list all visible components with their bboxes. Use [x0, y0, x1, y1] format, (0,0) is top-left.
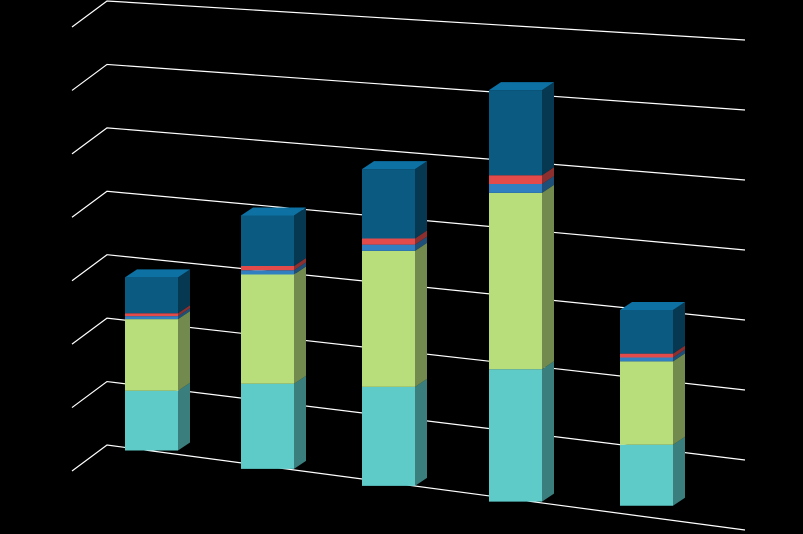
bar-2-segment-1-side — [294, 375, 306, 469]
bar-2-segment-2-side — [294, 266, 306, 384]
bar-3-segment-3-side — [415, 236, 427, 251]
bar-2-segment-1 — [241, 383, 294, 469]
bar-5-segment-5 — [620, 309, 673, 354]
bar-2-top — [241, 207, 306, 216]
bar-3-segment-5 — [362, 169, 415, 239]
bar-2-segment-3 — [241, 270, 294, 275]
bar-1-segment-1-side — [178, 382, 190, 451]
bar-3-top — [362, 161, 427, 170]
bar-5-segment-2-side — [673, 353, 685, 445]
bar-2-segment-5-side — [294, 207, 306, 266]
bar-4-segment-2 — [489, 192, 542, 370]
bar-3-segment-2-side — [415, 242, 427, 387]
bar-5-segment-4-side — [673, 345, 685, 358]
bar-1-segment-1 — [125, 390, 178, 451]
bar-3-segment-4 — [362, 238, 415, 245]
gridline-7 — [71, 0, 746, 41]
bar-5-segment-1 — [620, 444, 673, 506]
bar-1-segment-3-side — [178, 308, 190, 320]
bar-2-segment-4-side — [294, 257, 306, 271]
bar-3-segment-5-side — [415, 161, 427, 239]
bar-4-segment-4-side — [542, 167, 554, 185]
bar-1-segment-4 — [125, 313, 178, 317]
bar-4-segment-5 — [489, 90, 542, 176]
bar-1-segment-5 — [125, 277, 178, 314]
bar-3 — [362, 161, 427, 486]
bar-2-segment-3-side — [294, 262, 306, 275]
bar-2-segment-4 — [241, 265, 294, 271]
bar-5-segment-1-side — [673, 436, 685, 506]
bar-5 — [620, 301, 685, 506]
bar-5-segment-4 — [620, 353, 673, 358]
bar-5-segment-3 — [620, 357, 673, 362]
bar-3-segment-3 — [362, 244, 415, 251]
bar-4-segment-1 — [489, 369, 542, 502]
gridline-0 — [71, 444, 746, 531]
bar-4-segment-3-side — [542, 176, 554, 193]
bar-4-segment-1-side — [542, 361, 554, 502]
bar-2-segment-2 — [241, 274, 294, 384]
bars — [125, 82, 685, 506]
bar-3-segment-2 — [362, 250, 415, 387]
bar-2 — [241, 207, 306, 469]
bar-4-segment-5-side — [542, 82, 554, 176]
bar-5-segment-5-side — [673, 301, 685, 354]
bar-1-segment-4-side — [178, 305, 190, 317]
bar-3-segment-4-side — [415, 230, 427, 245]
bar-1 — [125, 269, 190, 451]
bar-1-segment-2-side — [178, 311, 190, 391]
bar-4-segment-4 — [489, 175, 542, 185]
bar-1-segment-5-side — [178, 269, 190, 314]
bar-5-segment-3-side — [673, 349, 685, 362]
gridlines — [71, 0, 746, 531]
bar-4-top — [489, 82, 554, 91]
gridline-6 — [71, 63, 746, 111]
bar-3-segment-1 — [362, 386, 415, 486]
bar-4-segment-3 — [489, 184, 542, 193]
bar-5-top — [620, 301, 685, 310]
bar-1-segment-2 — [125, 319, 178, 391]
bar-3-segment-1-side — [415, 378, 427, 486]
bar-5-segment-2 — [620, 361, 673, 445]
bar-4 — [489, 82, 554, 502]
bar-2-segment-5 — [241, 215, 294, 266]
bar-1-top — [125, 269, 190, 278]
bar-4-segment-2-side — [542, 184, 554, 370]
bar-1-segment-3 — [125, 316, 178, 320]
